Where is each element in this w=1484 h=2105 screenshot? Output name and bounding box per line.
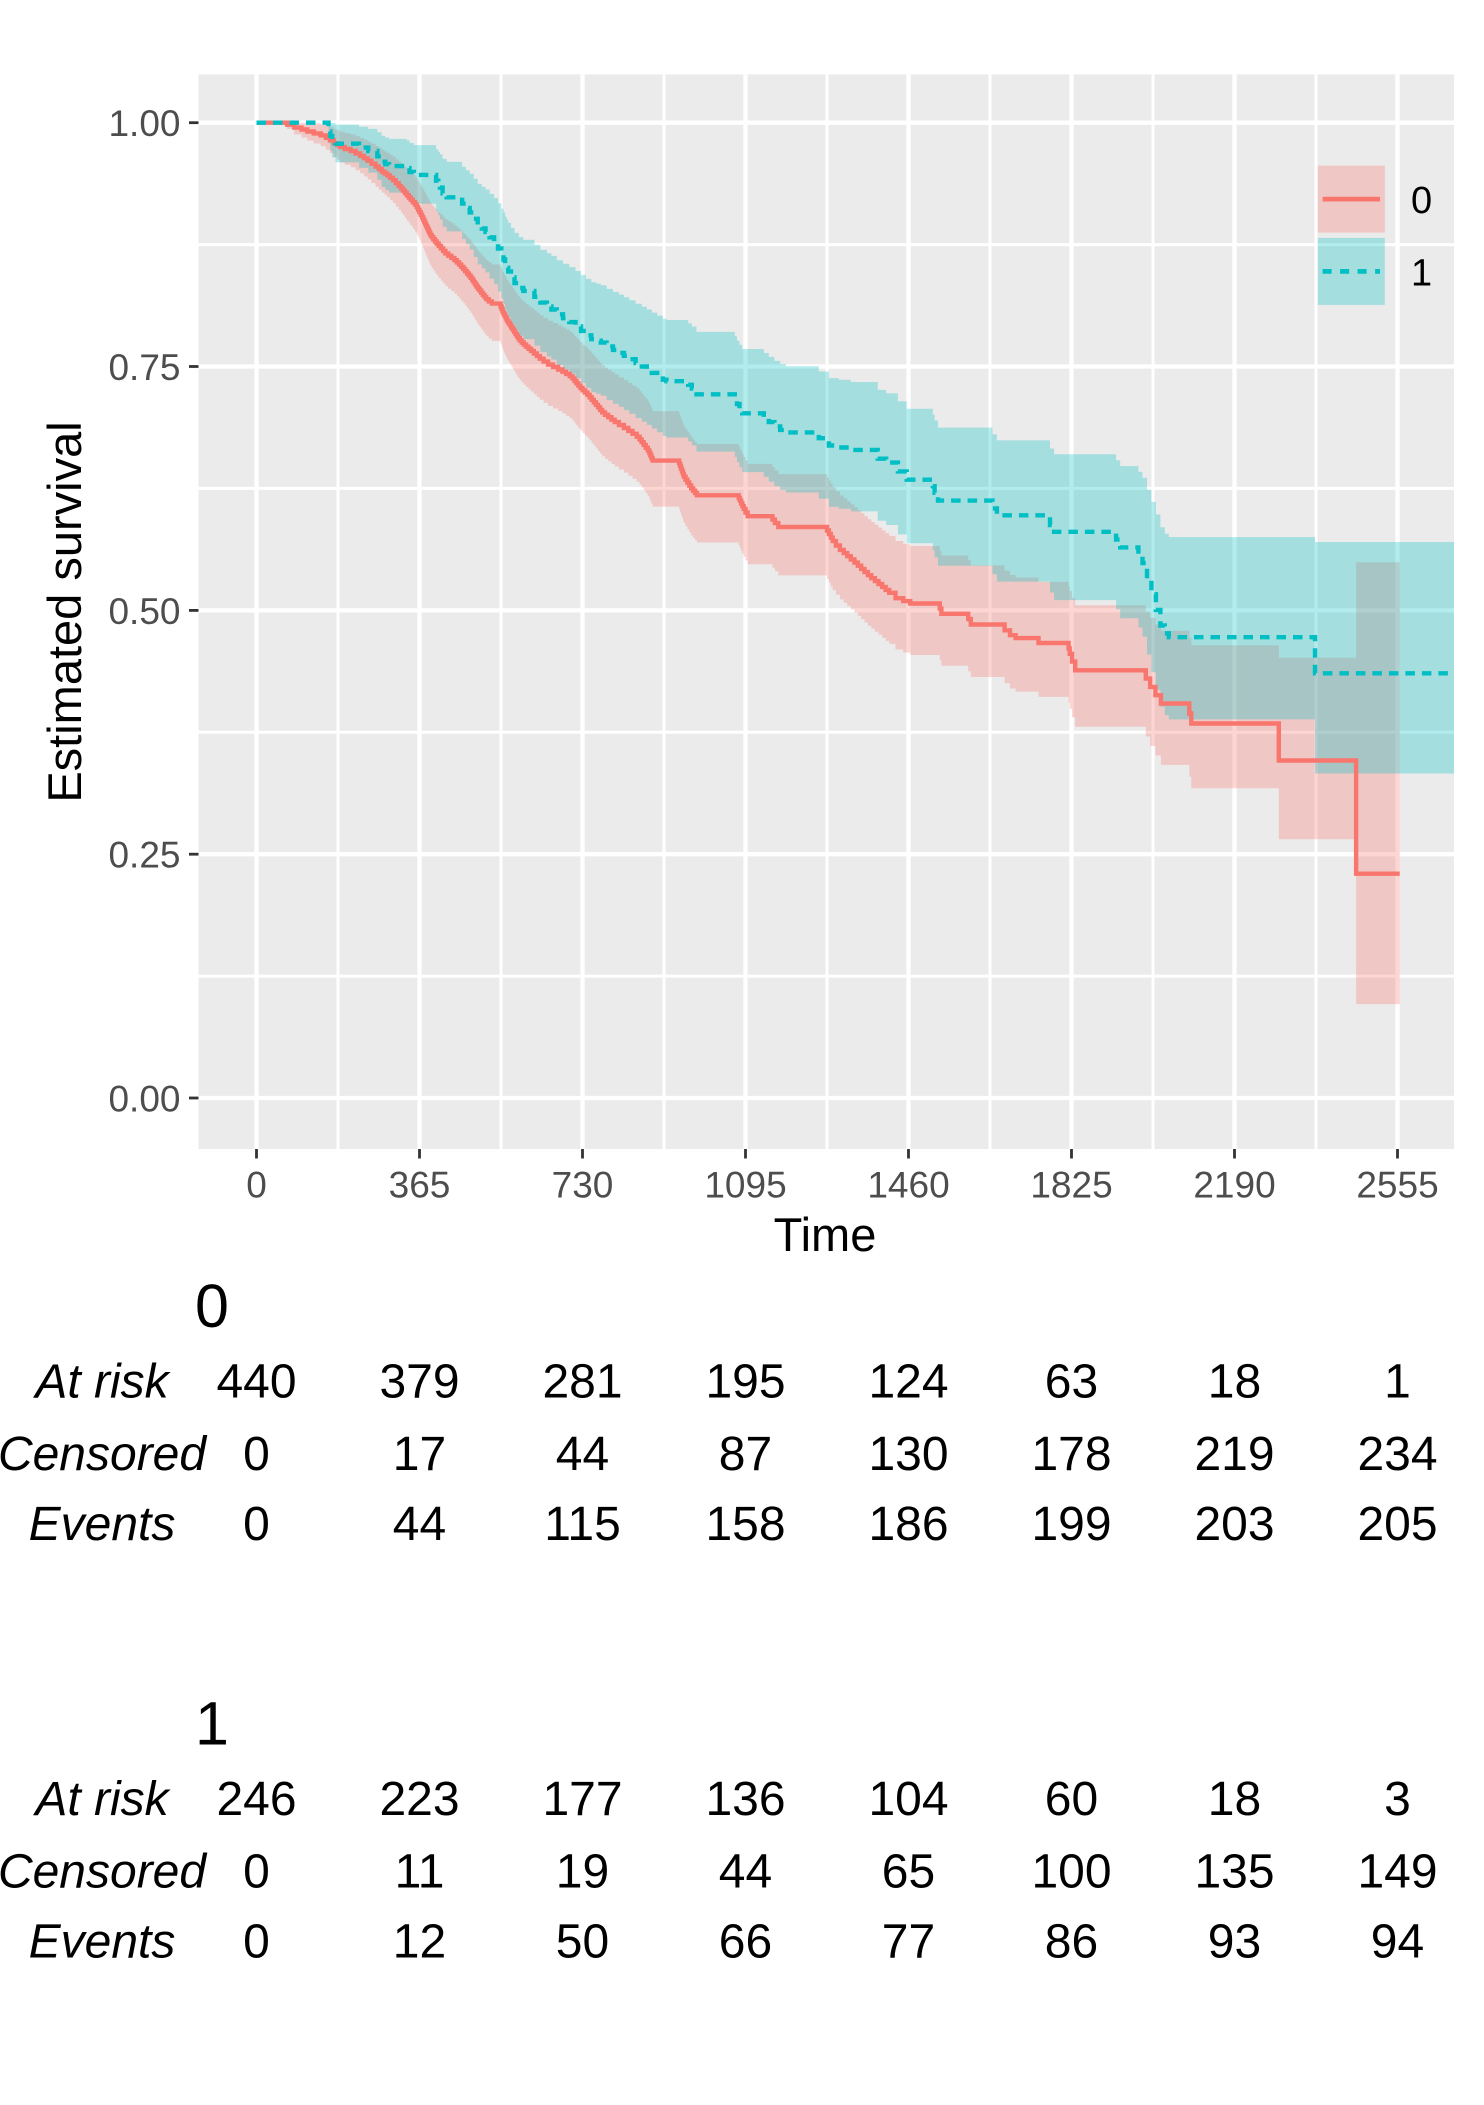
svg-text:2190: 2190 [1193,1165,1275,1206]
svg-text:17: 17 [393,1428,446,1481]
svg-text:177: 177 [542,1773,622,1826]
svg-text:178: 178 [1031,1428,1111,1481]
svg-text:77: 77 [882,1916,935,1969]
svg-text:130: 130 [868,1428,948,1481]
svg-text:203: 203 [1194,1498,1274,1551]
svg-text:0: 0 [1411,180,1432,222]
svg-text:0.75: 0.75 [108,347,180,388]
svg-text:234: 234 [1357,1428,1437,1481]
svg-text:365: 365 [389,1165,451,1206]
svg-text:60: 60 [1045,1773,1098,1826]
svg-text:19: 19 [556,1846,609,1899]
svg-text:Censored: Censored [0,1428,207,1481]
svg-text:Estimated survival: Estimated survival [38,421,91,802]
svg-text:195: 195 [705,1356,785,1409]
svg-text:246: 246 [216,1773,296,1826]
svg-text:1825: 1825 [1030,1165,1112,1206]
svg-text:135: 135 [1194,1846,1274,1899]
svg-text:18: 18 [1208,1356,1261,1409]
svg-text:104: 104 [868,1773,948,1826]
svg-text:1095: 1095 [704,1165,786,1206]
svg-text:158: 158 [705,1498,785,1551]
svg-text:93: 93 [1208,1916,1261,1969]
svg-text:0: 0 [243,1498,270,1551]
svg-text:66: 66 [719,1916,772,1969]
svg-text:0: 0 [243,1428,270,1481]
svg-text:124: 124 [868,1356,948,1409]
svg-text:0: 0 [246,1165,267,1206]
svg-text:Censored: Censored [0,1846,207,1899]
svg-text:1: 1 [1384,1356,1411,1409]
svg-text:2555: 2555 [1356,1165,1438,1206]
svg-text:199: 199 [1031,1498,1111,1551]
svg-text:115: 115 [544,1498,621,1551]
svg-text:11: 11 [395,1846,445,1899]
svg-text:0.50: 0.50 [108,591,180,632]
svg-text:1460: 1460 [867,1165,949,1206]
svg-text:At risk: At risk [32,1356,171,1409]
svg-text:136: 136 [705,1773,785,1826]
svg-text:730: 730 [552,1165,614,1206]
svg-text:205: 205 [1357,1498,1437,1551]
svg-text:0.00: 0.00 [108,1079,180,1120]
svg-text:At risk: At risk [32,1773,171,1826]
svg-text:65: 65 [882,1846,935,1899]
svg-text:100: 100 [1031,1846,1111,1899]
svg-text:440: 440 [216,1356,296,1409]
svg-text:1: 1 [195,1690,229,1758]
svg-text:379: 379 [379,1356,459,1409]
svg-text:44: 44 [719,1846,772,1899]
svg-text:Events: Events [29,1498,176,1551]
svg-text:3: 3 [1384,1773,1411,1826]
svg-text:149: 149 [1357,1846,1437,1899]
svg-text:87: 87 [719,1428,772,1481]
svg-text:0: 0 [195,1272,229,1340]
svg-text:1.00: 1.00 [108,103,180,144]
svg-text:281: 281 [542,1356,622,1409]
svg-text:186: 186 [868,1498,948,1551]
svg-text:219: 219 [1194,1428,1274,1481]
svg-text:Time: Time [774,1208,877,1261]
svg-text:0: 0 [243,1846,270,1899]
svg-text:223: 223 [379,1773,459,1826]
svg-text:63: 63 [1045,1356,1098,1409]
svg-text:18: 18 [1208,1773,1261,1826]
svg-text:0.25: 0.25 [108,835,180,876]
svg-text:94: 94 [1371,1916,1424,1969]
svg-text:50: 50 [556,1916,609,1969]
svg-text:44: 44 [556,1428,609,1481]
svg-text:86: 86 [1045,1916,1098,1969]
svg-text:1: 1 [1411,252,1432,294]
svg-text:0: 0 [243,1916,270,1969]
svg-text:Events: Events [29,1916,176,1969]
svg-text:44: 44 [393,1498,446,1551]
svg-text:12: 12 [393,1916,446,1969]
